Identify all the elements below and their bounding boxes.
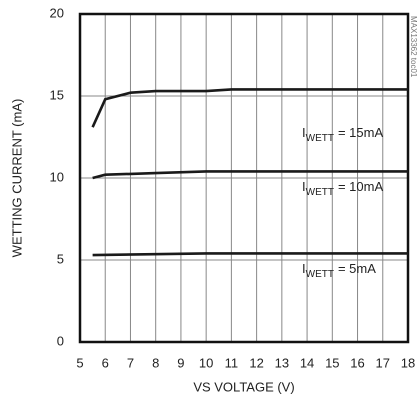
label-text: = 5mA xyxy=(338,261,376,276)
label-sub: WETT xyxy=(306,133,334,144)
x-tick-label: 9 xyxy=(177,355,184,370)
y-tick-label: 10 xyxy=(50,169,64,184)
label-sub: WETT xyxy=(306,187,334,198)
data-line xyxy=(91,88,408,128)
label-base: I xyxy=(302,179,306,194)
x-tick-label: 16 xyxy=(350,355,364,370)
plot-frame xyxy=(78,12,410,344)
x-tick-label: 12 xyxy=(249,355,263,370)
x-tick-label: 11 xyxy=(225,355,239,370)
x-tick-label: 14 xyxy=(300,355,314,370)
x-tick-label: 8 xyxy=(152,355,159,370)
x-tick-label: 18 xyxy=(401,355,415,370)
data-line xyxy=(92,252,408,257)
series-label: IWETT = 15mA xyxy=(302,125,383,143)
x-axis-title: VS VOLTAGE (V) xyxy=(193,379,294,394)
x-tick-label: 17 xyxy=(376,355,390,370)
label-base: I xyxy=(302,125,306,140)
series-label: IWETT = 5mA xyxy=(302,261,376,279)
series-label: IWETT = 10mA xyxy=(302,179,383,197)
y-tick-label: 15 xyxy=(50,87,64,102)
x-tick-label: 5 xyxy=(76,355,83,370)
label-base: I xyxy=(302,261,306,276)
x-tick-label: 10 xyxy=(199,355,213,370)
label-sub: WETT xyxy=(306,269,334,280)
y-tick-label: 20 xyxy=(50,5,64,20)
x-tick-label: 15 xyxy=(325,355,339,370)
y-tick-label: 0 xyxy=(57,333,64,348)
label-text: = 15mA xyxy=(338,125,383,140)
watermark: MAX13362 toc01 xyxy=(409,16,418,78)
x-tick-label: 7 xyxy=(127,355,134,370)
data-line xyxy=(92,170,408,180)
label-text: = 10mA xyxy=(338,179,383,194)
y-tick-label: 5 xyxy=(57,251,64,266)
x-tick-label: 6 xyxy=(102,355,109,370)
x-tick-label: 13 xyxy=(275,355,289,370)
y-axis-title: WETTING CURRENT (mA) xyxy=(9,99,24,258)
